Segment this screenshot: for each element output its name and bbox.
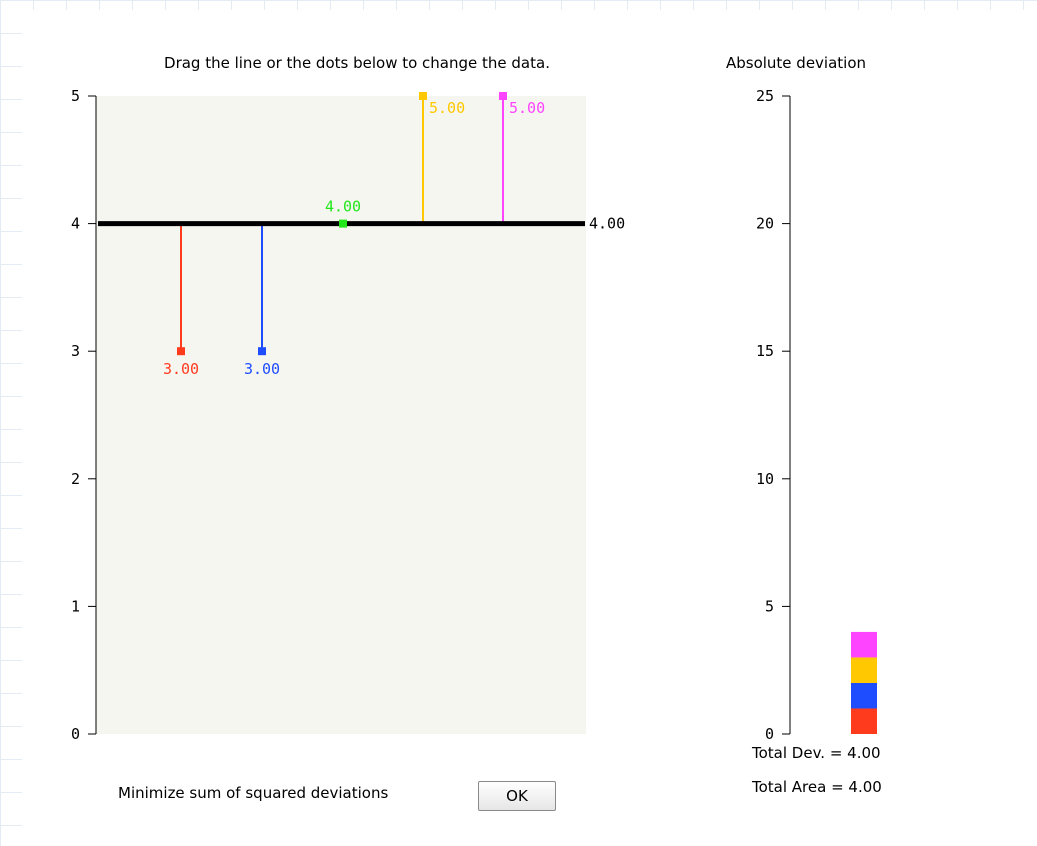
- deviation-bar: [851, 682, 877, 709]
- right-chart-title: Absolute deviation: [726, 54, 866, 72]
- data-point[interactable]: [177, 347, 185, 356]
- ok-button[interactable]: OK: [478, 781, 556, 811]
- left-y-tick-label: 3: [71, 342, 80, 360]
- stacked-deviation-bars: [851, 631, 877, 734]
- data-point[interactable]: [339, 219, 347, 228]
- data-points[interactable]: 3.00 3.00 4.00 5.00 5.00: [163, 92, 545, 378]
- right-y-ticks: 0 5 10 15 20 25: [756, 87, 790, 743]
- right-y-tick-label: 0: [765, 725, 774, 743]
- data-point-label: 3.00: [163, 360, 199, 378]
- data-point-label: 3.00: [244, 360, 280, 378]
- right-y-tick-label: 20: [756, 215, 774, 233]
- left-y-tick-label: 0: [71, 725, 80, 743]
- data-point-label: 4.00: [325, 198, 361, 216]
- data-point-label: 5.00: [429, 99, 465, 117]
- deviation-bar: [851, 657, 877, 683]
- left-y-tick-label: 1: [71, 597, 80, 615]
- left-y-ticks: 0 1 2 3 4 5: [71, 87, 96, 743]
- data-point[interactable]: [419, 92, 427, 100]
- total-area: Total Area = 4.00: [752, 778, 882, 796]
- deviation-bar: [851, 708, 877, 734]
- minimize-label: Minimize sum of squared deviations: [118, 784, 389, 802]
- total-dev: Total Dev. = 4.00: [752, 744, 881, 762]
- left-y-tick-label: 5: [71, 87, 80, 105]
- data-point-label: 5.00: [509, 99, 545, 117]
- right-y-tick-label: 10: [756, 470, 774, 488]
- data-point[interactable]: [499, 92, 507, 100]
- left-y-tick-label: 2: [71, 470, 80, 488]
- deviation-lines: [180, 96, 504, 352]
- fit-line-label: 4.00: [589, 215, 625, 233]
- right-y-tick-label: 5: [765, 597, 774, 615]
- right-y-tick-label: 25: [756, 87, 774, 105]
- left-y-tick-label: 4: [71, 215, 80, 233]
- plot-area: [96, 96, 586, 734]
- data-point[interactable]: [258, 347, 266, 356]
- right-y-tick-label: 15: [756, 342, 774, 360]
- instruction-text: Drag the line or the dots below to chang…: [164, 54, 550, 72]
- deviation-bar: [851, 631, 877, 658]
